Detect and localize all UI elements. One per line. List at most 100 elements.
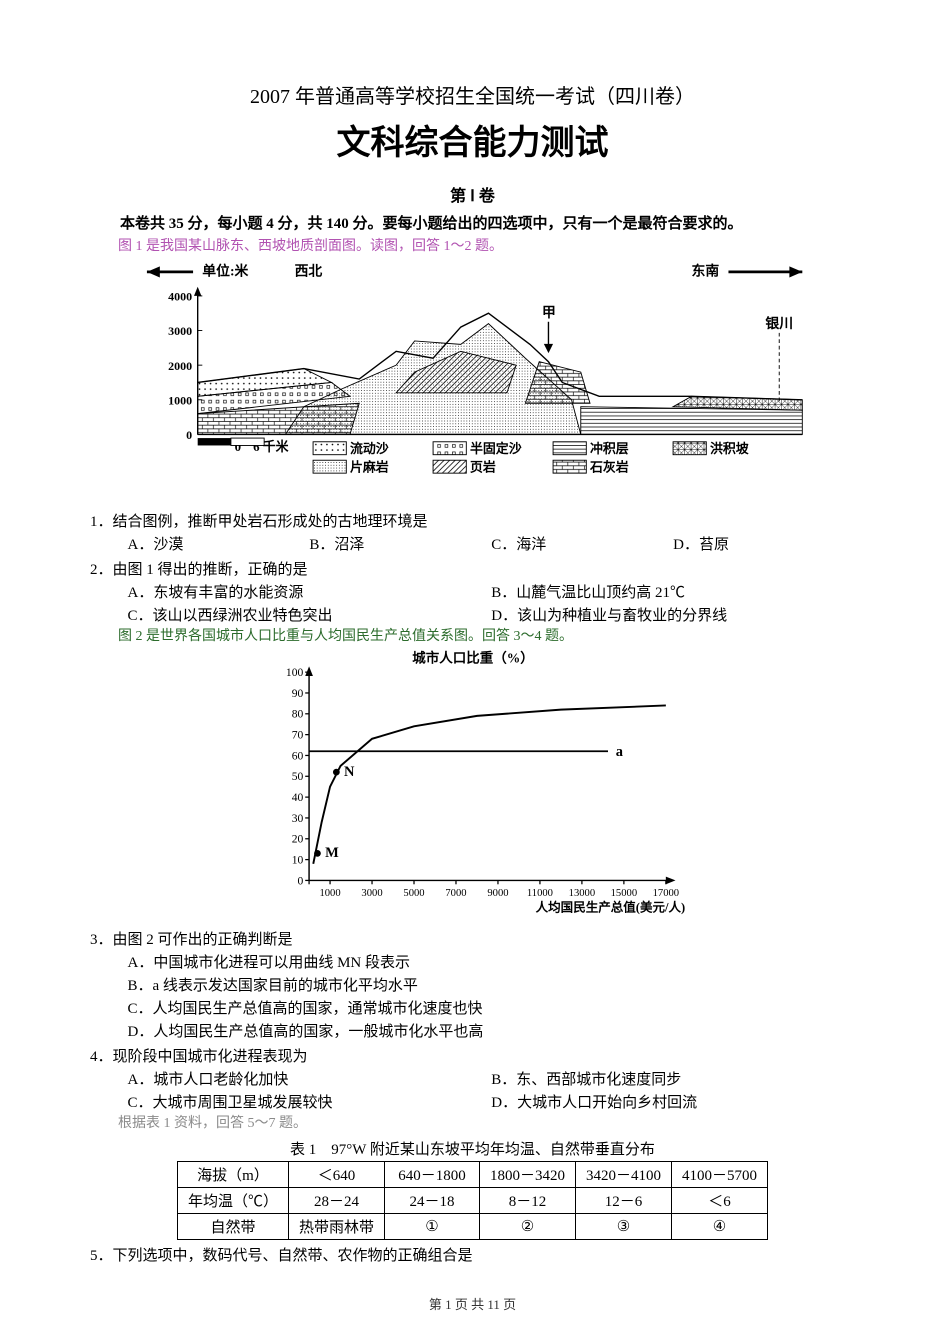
section-header: 第 Ⅰ 卷	[90, 182, 855, 206]
svg-text:90: 90	[291, 687, 303, 700]
figure2-intro: 图 2 是世界各国城市人口比重与人均国民生产总值关系图。回答 3～4 题。	[90, 625, 855, 645]
table-cell: ③	[576, 1214, 672, 1240]
svg-text:页岩: 页岩	[470, 459, 496, 474]
svg-text:60: 60	[291, 749, 303, 762]
svg-text:4000: 4000	[168, 290, 192, 304]
q2-opt-a: A．东坡有丰富的水能资源	[128, 581, 492, 602]
table-cell: 自然带	[177, 1214, 288, 1240]
svg-text:30: 30	[291, 812, 303, 825]
svg-text:1000: 1000	[168, 393, 192, 407]
svg-text:9000: 9000	[487, 888, 508, 899]
figure-1-svg: 单位:米 西北 东南 0100020003000400006 千米 甲 银川 流…	[90, 259, 850, 499]
table-1: 海拔（m） ＜640 640－1800 1800－3420 3420－4100 …	[177, 1161, 768, 1240]
svg-text:3000: 3000	[168, 324, 192, 338]
fig1-y-unit: 单位:米	[202, 263, 248, 279]
q2-options: A．东坡有丰富的水能资源 B．山麓气温比山顶约高 21℃ C．该山以西绿洲农业特…	[128, 581, 856, 625]
svg-text:片麻岩: 片麻岩	[350, 459, 389, 474]
table-cell: 4100－5700	[672, 1162, 768, 1188]
svg-text:100: 100	[285, 666, 303, 679]
figure-2-svg: 城市人口比重（%） 010203040506070809010010003000…	[253, 649, 693, 919]
fig2-xlabel: 人均国民生产总值(美元/人)	[535, 899, 684, 914]
q1-opt-d: D．苔原	[673, 533, 855, 554]
q4-opt-a: A．城市人口老龄化加快	[128, 1068, 492, 1089]
svg-text:M: M	[325, 845, 339, 861]
q3-stem: 3．由图 2 可作出的正确判断是	[90, 928, 855, 949]
q5-stem: 5．下列选项中，数码代号、自然带、农作物的正确组合是	[90, 1244, 855, 1265]
svg-text:2000: 2000	[168, 359, 192, 373]
svg-text:5000: 5000	[403, 888, 424, 899]
svg-text:50: 50	[291, 770, 303, 783]
q3-opt-c: C．人均国民生产总值高的国家，通常城市化速度也快	[128, 997, 856, 1018]
table-cell: 28－24	[288, 1188, 384, 1214]
table-cell: 8－12	[479, 1188, 575, 1214]
q2-opt-b: B．山麓气温比山顶约高 21℃	[491, 581, 855, 602]
table-cell: ①	[384, 1214, 479, 1240]
q2-opt-c: C．该山以西绿洲农业特色突出	[128, 604, 492, 625]
fig1-city: 银川	[765, 315, 793, 331]
svg-text:70: 70	[291, 728, 303, 741]
fig1-se-label: 东南	[692, 263, 720, 279]
svg-text:15000: 15000	[610, 888, 636, 899]
svg-text:7000: 7000	[445, 888, 466, 899]
q4-opt-d: D．大城市人口开始向乡村回流	[491, 1091, 855, 1112]
svg-text:半固定沙: 半固定沙	[470, 441, 522, 456]
svg-text:20: 20	[291, 833, 303, 846]
svg-text:0: 0	[186, 428, 192, 442]
q3-opt-d: D．人均国民生产总值高的国家，一般城市化水平也高	[128, 1020, 856, 1041]
table1-caption: 表 1 97°W 附近某山东坡平均年均温、自然带垂直分布	[90, 1138, 855, 1159]
fig1-nw-label: 西北	[295, 264, 323, 279]
svg-text:石灰岩: 石灰岩	[589, 459, 629, 474]
instruction-line: 本卷共 35 分，每小题 4 分，共 140 分。要每小题给出的四选项中，只有一…	[90, 212, 855, 233]
q4-opt-b: B．东、西部城市化速度同步	[491, 1068, 855, 1089]
table1-intro: 根据表 1 资料，回答 5～7 题。	[90, 1112, 855, 1132]
table-row: 年均温（℃） 28－24 24－18 8－12 12－6 ＜6	[177, 1188, 767, 1214]
svg-text:40: 40	[291, 791, 303, 804]
table-cell: 热带雨林带	[288, 1214, 384, 1240]
figure1-intro: 图 1 是我国某山脉东、西坡地质剖面图。读图，回答 1～2 题。	[90, 235, 855, 255]
table-cell: 3420－4100	[576, 1162, 672, 1188]
svg-text:1000: 1000	[319, 888, 340, 899]
table-cell: 1800－3420	[479, 1162, 575, 1188]
q4-opt-c: C．大城市周围卫星城发展较快	[128, 1091, 492, 1112]
q4-stem: 4．现阶段中国城市化进程表现为	[90, 1045, 855, 1066]
q1-opt-b: B．沼泽	[309, 533, 491, 554]
table-row: 海拔（m） ＜640 640－1800 1800－3420 3420－4100 …	[177, 1162, 767, 1188]
table-cell: 年均温（℃）	[177, 1188, 288, 1214]
svg-text:17000: 17000	[652, 888, 678, 899]
svg-text:流动沙: 流动沙	[350, 441, 389, 456]
svg-text:80: 80	[291, 708, 303, 721]
svg-text:11000: 11000	[526, 888, 552, 899]
table-cell: ②	[479, 1214, 575, 1240]
exam-header-small: 2007 年普通高等学校招生全国统一考试（四川卷）	[90, 80, 855, 109]
figure-2: 城市人口比重（%） 010203040506070809010010003000…	[90, 649, 855, 924]
table-cell: ④	[672, 1214, 768, 1240]
q3-options: A．中国城市化进程可以用曲线 MN 段表示 B．a 线表示发达国家目前的城市化平…	[128, 951, 856, 1041]
q1-opt-c: C．海洋	[491, 533, 673, 554]
table-cell: ＜640	[288, 1162, 384, 1188]
svg-text:洪积坡: 洪积坡	[710, 441, 749, 456]
q1-stem: 1．结合图例，推断甲处岩石形成处的古地理环境是	[90, 510, 855, 531]
svg-text:10: 10	[291, 853, 303, 866]
q3-opt-b: B．a 线表示发达国家目前的城市化平均水平	[128, 974, 856, 995]
table-row: 自然带 热带雨林带 ① ② ③ ④	[177, 1214, 767, 1240]
fig2-title: 城市人口比重（%）	[412, 650, 534, 666]
table-cell: 海拔（m）	[177, 1162, 288, 1188]
q1-opt-a: A．沙漠	[128, 533, 310, 554]
svg-text:0: 0	[297, 874, 303, 887]
table-cell: ＜6	[672, 1188, 768, 1214]
q4-options: A．城市人口老龄化加快 B．东、西部城市化速度同步 C．大城市周围卫星城发展较快…	[128, 1068, 856, 1112]
q1-options: A．沙漠 B．沼泽 C．海洋 D．苔原	[128, 533, 856, 554]
fig1-marker-a: 甲	[542, 305, 556, 320]
q2-stem: 2．由图 1 得出的推断，正确的是	[90, 558, 855, 579]
page-footer: 第 1 页 共 11 页	[0, 1294, 945, 1313]
figure-1: 单位:米 西北 东南 0100020003000400006 千米 甲 银川 流…	[90, 259, 855, 504]
svg-text:a: a	[615, 744, 622, 760]
table-cell: 640－1800	[384, 1162, 479, 1188]
exam-header-big: 文科综合能力测试	[90, 115, 855, 164]
q3-opt-a: A．中国城市化进程可以用曲线 MN 段表示	[128, 951, 856, 972]
table-cell: 12－6	[576, 1188, 672, 1214]
svg-text:13000: 13000	[568, 888, 594, 899]
q2-opt-d: D．该山为种植业与畜牧业的分界线	[491, 604, 855, 625]
svg-text:N: N	[344, 764, 355, 780]
svg-text:冲积层: 冲积层	[590, 441, 629, 456]
